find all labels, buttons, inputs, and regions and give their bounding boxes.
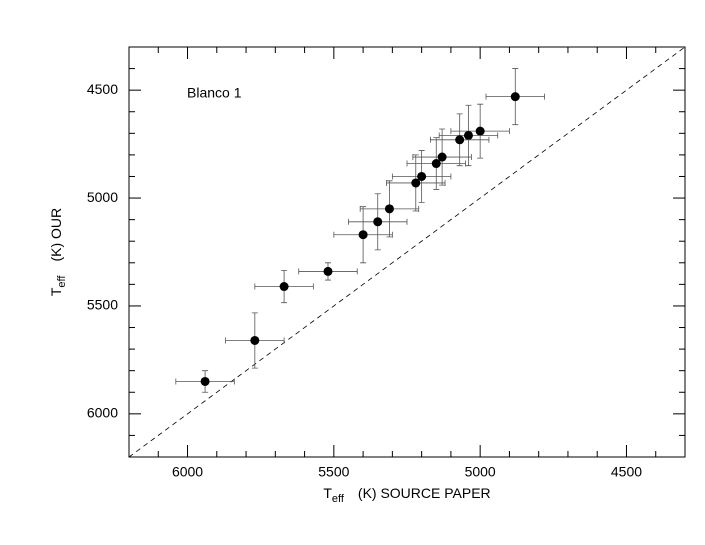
x-tick-label: 4500 <box>611 464 642 480</box>
point <box>373 217 383 227</box>
point <box>279 282 289 292</box>
annotation: Blanco 1 <box>187 85 242 101</box>
point <box>463 130 473 140</box>
plot-frame <box>128 46 686 458</box>
identity-line <box>128 46 686 458</box>
point <box>475 126 485 136</box>
x-tick-label: 5500 <box>318 464 349 480</box>
label-symbol: T <box>323 485 332 501</box>
point <box>455 135 465 145</box>
point <box>437 152 447 162</box>
point <box>250 335 260 345</box>
point <box>323 266 333 276</box>
point <box>417 171 427 181</box>
label-symbol: T <box>48 287 64 296</box>
x-axis-label: Teff (K) SOURCE PAPER <box>323 485 490 505</box>
y-axis-label: Teff (K) OUR <box>48 208 68 296</box>
label-text: (K) OUR <box>48 208 64 262</box>
x-tick-label: 5000 <box>465 464 496 480</box>
label-subscript: eff <box>332 493 345 505</box>
point <box>384 204 394 214</box>
y-tick-label: 4500 <box>87 81 118 97</box>
y-tick-label: 6000 <box>87 405 118 421</box>
point <box>358 230 368 240</box>
y-tick-label: 5000 <box>87 189 118 205</box>
label-text: (K) SOURCE PAPER <box>358 485 491 501</box>
point <box>431 159 441 169</box>
point <box>411 178 421 188</box>
point <box>510 92 520 102</box>
y-tick-label: 5500 <box>87 297 118 313</box>
label-subscript: eff <box>56 275 68 288</box>
point <box>200 376 210 386</box>
x-tick-label: 6000 <box>172 464 203 480</box>
